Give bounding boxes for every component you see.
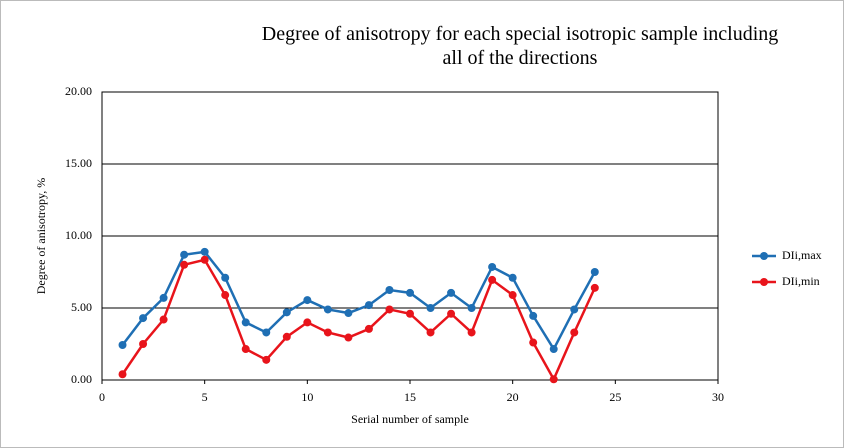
data-point: [406, 309, 414, 318]
data-point: [508, 291, 517, 300]
x-tick-label: 15: [404, 390, 416, 404]
data-point: [200, 255, 209, 264]
data-point: [139, 340, 148, 348]
data-point: [262, 328, 271, 337]
data-point: [180, 250, 189, 259]
data-point: [406, 288, 414, 297]
data-point: [488, 262, 497, 271]
data-point: [344, 333, 353, 342]
data-point: [529, 338, 538, 347]
legend-label: DIi,max: [782, 248, 822, 262]
data-point: [282, 332, 291, 341]
x-tick-label: 25: [609, 390, 621, 404]
data-point: [323, 305, 332, 314]
data-point: [426, 328, 435, 337]
data-point: [303, 318, 312, 327]
data-point: [426, 304, 435, 312]
chart-title: Degree of anisotropy for each special is…: [261, 23, 779, 69]
data-point: [447, 309, 456, 318]
data-point: [221, 273, 230, 282]
data-point: [241, 345, 250, 354]
data-point: [508, 273, 517, 282]
y-axis-label: Degree of anisotropy, %: [34, 178, 48, 295]
legend-marker: [760, 252, 768, 260]
x-axis-label: Serial number of sample: [351, 412, 469, 426]
data-point: [159, 315, 168, 324]
y-tick-label: 5.00: [71, 300, 92, 314]
data-point: [467, 328, 476, 337]
x-tick-label: 10: [301, 390, 313, 404]
data-point: [488, 275, 497, 284]
legend-marker: [760, 278, 768, 286]
data-point: [139, 314, 148, 323]
data-point: [467, 304, 476, 312]
data-point: [323, 328, 332, 337]
legend-label: DIi,min: [782, 274, 820, 288]
data-point: [447, 288, 456, 297]
y-tick-label: 10.00: [65, 228, 92, 242]
x-tick-label: 5: [202, 390, 208, 404]
data-point: [159, 293, 168, 302]
data-point: [590, 268, 599, 276]
data-point: [385, 286, 394, 294]
y-tick-label: 20.00: [65, 84, 92, 98]
data-point: [282, 308, 291, 317]
data-point: [241, 318, 250, 327]
data-point: [180, 260, 189, 269]
y-tick-label: 15.00: [65, 156, 92, 170]
y-tick-label: 0.00: [71, 372, 92, 386]
data-point: [364, 301, 373, 310]
data-point: [303, 296, 312, 305]
data-point: [570, 328, 579, 337]
data-point: [385, 305, 394, 314]
data-point: [590, 283, 599, 292]
data-point: [200, 247, 209, 256]
x-tick-label: 0: [99, 390, 105, 404]
data-point: [344, 309, 353, 318]
x-tick-label: 30: [712, 390, 724, 404]
data-point: [529, 311, 538, 320]
data-point: [221, 291, 230, 300]
data-point: [118, 370, 127, 379]
data-point: [549, 375, 558, 384]
data-point: [364, 324, 373, 333]
data-point: [570, 305, 579, 314]
data-point: [549, 345, 558, 354]
data-point: [118, 341, 127, 350]
data-point: [262, 355, 271, 364]
x-tick-label: 20: [507, 390, 519, 404]
